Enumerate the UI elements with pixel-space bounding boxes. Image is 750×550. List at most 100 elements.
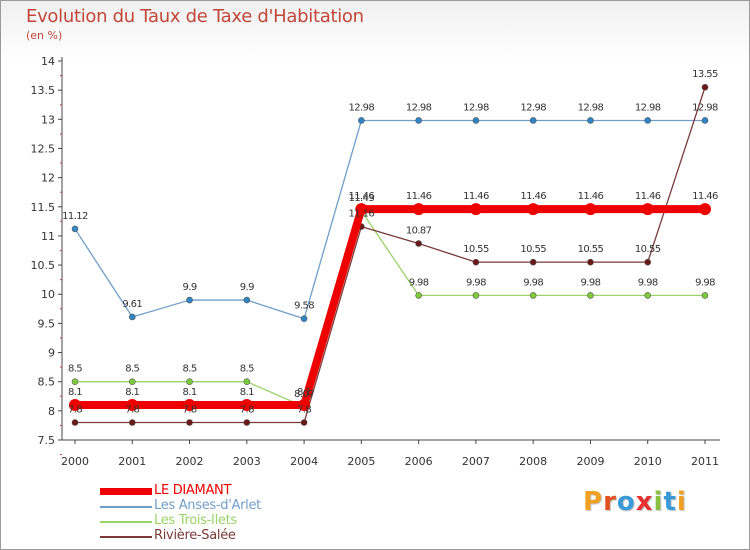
data-point xyxy=(587,117,594,124)
logo-letter: o xyxy=(616,487,636,517)
x-tick-label: 2008 xyxy=(519,455,547,468)
data-label: 12.98 xyxy=(692,102,718,113)
series-line xyxy=(74,86,706,424)
data-point xyxy=(699,203,711,216)
data-point xyxy=(71,378,79,385)
proxiti-logo: Proxiti xyxy=(583,487,687,517)
data-label: 11.46 xyxy=(692,191,718,202)
data-label: 8.1 xyxy=(125,387,139,398)
y-tick-label: 12 xyxy=(41,172,55,185)
y-tick-label: 10 xyxy=(41,288,55,301)
y-tick-label: 8 xyxy=(48,405,55,418)
data-label: 12.98 xyxy=(578,102,604,113)
data-label: 7.8 xyxy=(297,405,311,416)
data-label: 11.46 xyxy=(349,191,375,202)
chart-unit-label: (en %) xyxy=(26,29,63,42)
data-point xyxy=(128,378,136,385)
x-tick-label: 2003 xyxy=(233,455,261,468)
data-label: 12.98 xyxy=(520,102,546,113)
data-label: 12.98 xyxy=(406,102,432,113)
data-point xyxy=(240,399,253,412)
data-label: 9.9 xyxy=(240,282,254,293)
data-point xyxy=(300,315,308,323)
x-tick-label: 2005 xyxy=(347,455,375,468)
y-tick-label: 11 xyxy=(41,230,55,243)
x-tick-label: 2009 xyxy=(576,455,604,468)
data-label: 9.98 xyxy=(581,277,601,288)
data-point xyxy=(472,258,480,266)
series-line xyxy=(71,205,709,410)
x-tick-label: 2007 xyxy=(462,455,490,468)
data-point xyxy=(469,203,482,216)
data-label: 11.46 xyxy=(520,191,546,202)
y-tick-label: 8.5 xyxy=(38,376,56,389)
data-label: 9.58 xyxy=(294,301,314,312)
chart-axes: 7.5 8 8.5 9 9.5 10 10.5 11 11.5 12 12.5 13 13.5 14 200… xyxy=(31,55,720,468)
data-label: 10.55 xyxy=(463,244,489,255)
x-tick-label: 2004 xyxy=(290,455,318,468)
data-point xyxy=(415,292,422,299)
legend-swatch xyxy=(100,488,152,495)
data-point xyxy=(644,292,652,299)
data-point xyxy=(701,117,709,124)
series-Rivière-Salée xyxy=(71,83,709,426)
logo-letter: P xyxy=(583,487,604,517)
data-label: 10.55 xyxy=(578,244,604,255)
data-label: 7.8 xyxy=(125,405,139,416)
logo-letter: i xyxy=(676,487,687,517)
data-label: 10.87 xyxy=(406,226,432,237)
x-tick-label: 2006 xyxy=(405,455,433,468)
data-point xyxy=(69,399,81,412)
y-tick-label: 9 xyxy=(48,347,55,360)
data-point xyxy=(126,399,139,412)
legend-swatch xyxy=(100,506,152,508)
data-label: 8.1 xyxy=(297,387,311,398)
data-label: 12.98 xyxy=(635,102,661,113)
data-point xyxy=(415,240,422,247)
data-label: 7.8 xyxy=(182,405,196,416)
series-Les Anses-d'Arlet xyxy=(71,117,709,323)
data-label: 9.98 xyxy=(523,277,543,288)
data-label: 12.98 xyxy=(349,102,375,113)
x-tick-label: 2011 xyxy=(691,455,719,468)
data-label: 8.5 xyxy=(68,364,82,375)
data-label: 11.43 xyxy=(349,193,375,204)
data-label: 8.1 xyxy=(182,387,196,398)
data-point xyxy=(472,292,480,299)
data-point xyxy=(355,203,368,216)
data-label: 9.98 xyxy=(695,277,715,288)
data-point xyxy=(644,258,652,266)
legend-swatch xyxy=(100,521,152,523)
data-label: 8.1 xyxy=(240,387,254,398)
data-point xyxy=(587,258,594,266)
data-point xyxy=(529,292,537,299)
data-point xyxy=(128,313,136,321)
y-tick-label: 9.5 xyxy=(38,317,56,330)
legend-label: Les Anses-d'Arlet xyxy=(154,498,261,513)
data-point xyxy=(527,203,540,216)
x-tick-label: 2002 xyxy=(176,455,204,468)
data-label: 10.55 xyxy=(635,244,661,255)
y-tick-label: 13 xyxy=(41,113,55,126)
data-label: 9.61 xyxy=(122,299,142,310)
data-label: 8.5 xyxy=(182,364,196,375)
data-label: 9.98 xyxy=(409,277,429,288)
series-LE DIAMANT xyxy=(69,203,711,412)
logo-letter: i xyxy=(653,487,664,517)
data-point xyxy=(641,203,654,216)
chart-data-labels: 11.12 9.61 9.9 9.9 9.58 12.98 12.98 12.98 12.98 1… xyxy=(62,69,718,415)
y-tick-label: 12.5 xyxy=(31,142,56,155)
data-label: 8.5 xyxy=(125,364,139,375)
y-tick-label: 7.5 xyxy=(38,434,56,447)
data-label: 7.8 xyxy=(68,405,82,416)
data-point xyxy=(587,292,594,299)
logo-letter: r xyxy=(603,487,617,517)
y-tick-label: 14 xyxy=(41,55,55,68)
data-point xyxy=(701,83,709,91)
data-point xyxy=(358,117,365,124)
series-line xyxy=(74,119,706,320)
y-tick-label: 13.5 xyxy=(31,84,56,97)
data-point xyxy=(300,419,308,426)
data-point xyxy=(186,378,193,385)
